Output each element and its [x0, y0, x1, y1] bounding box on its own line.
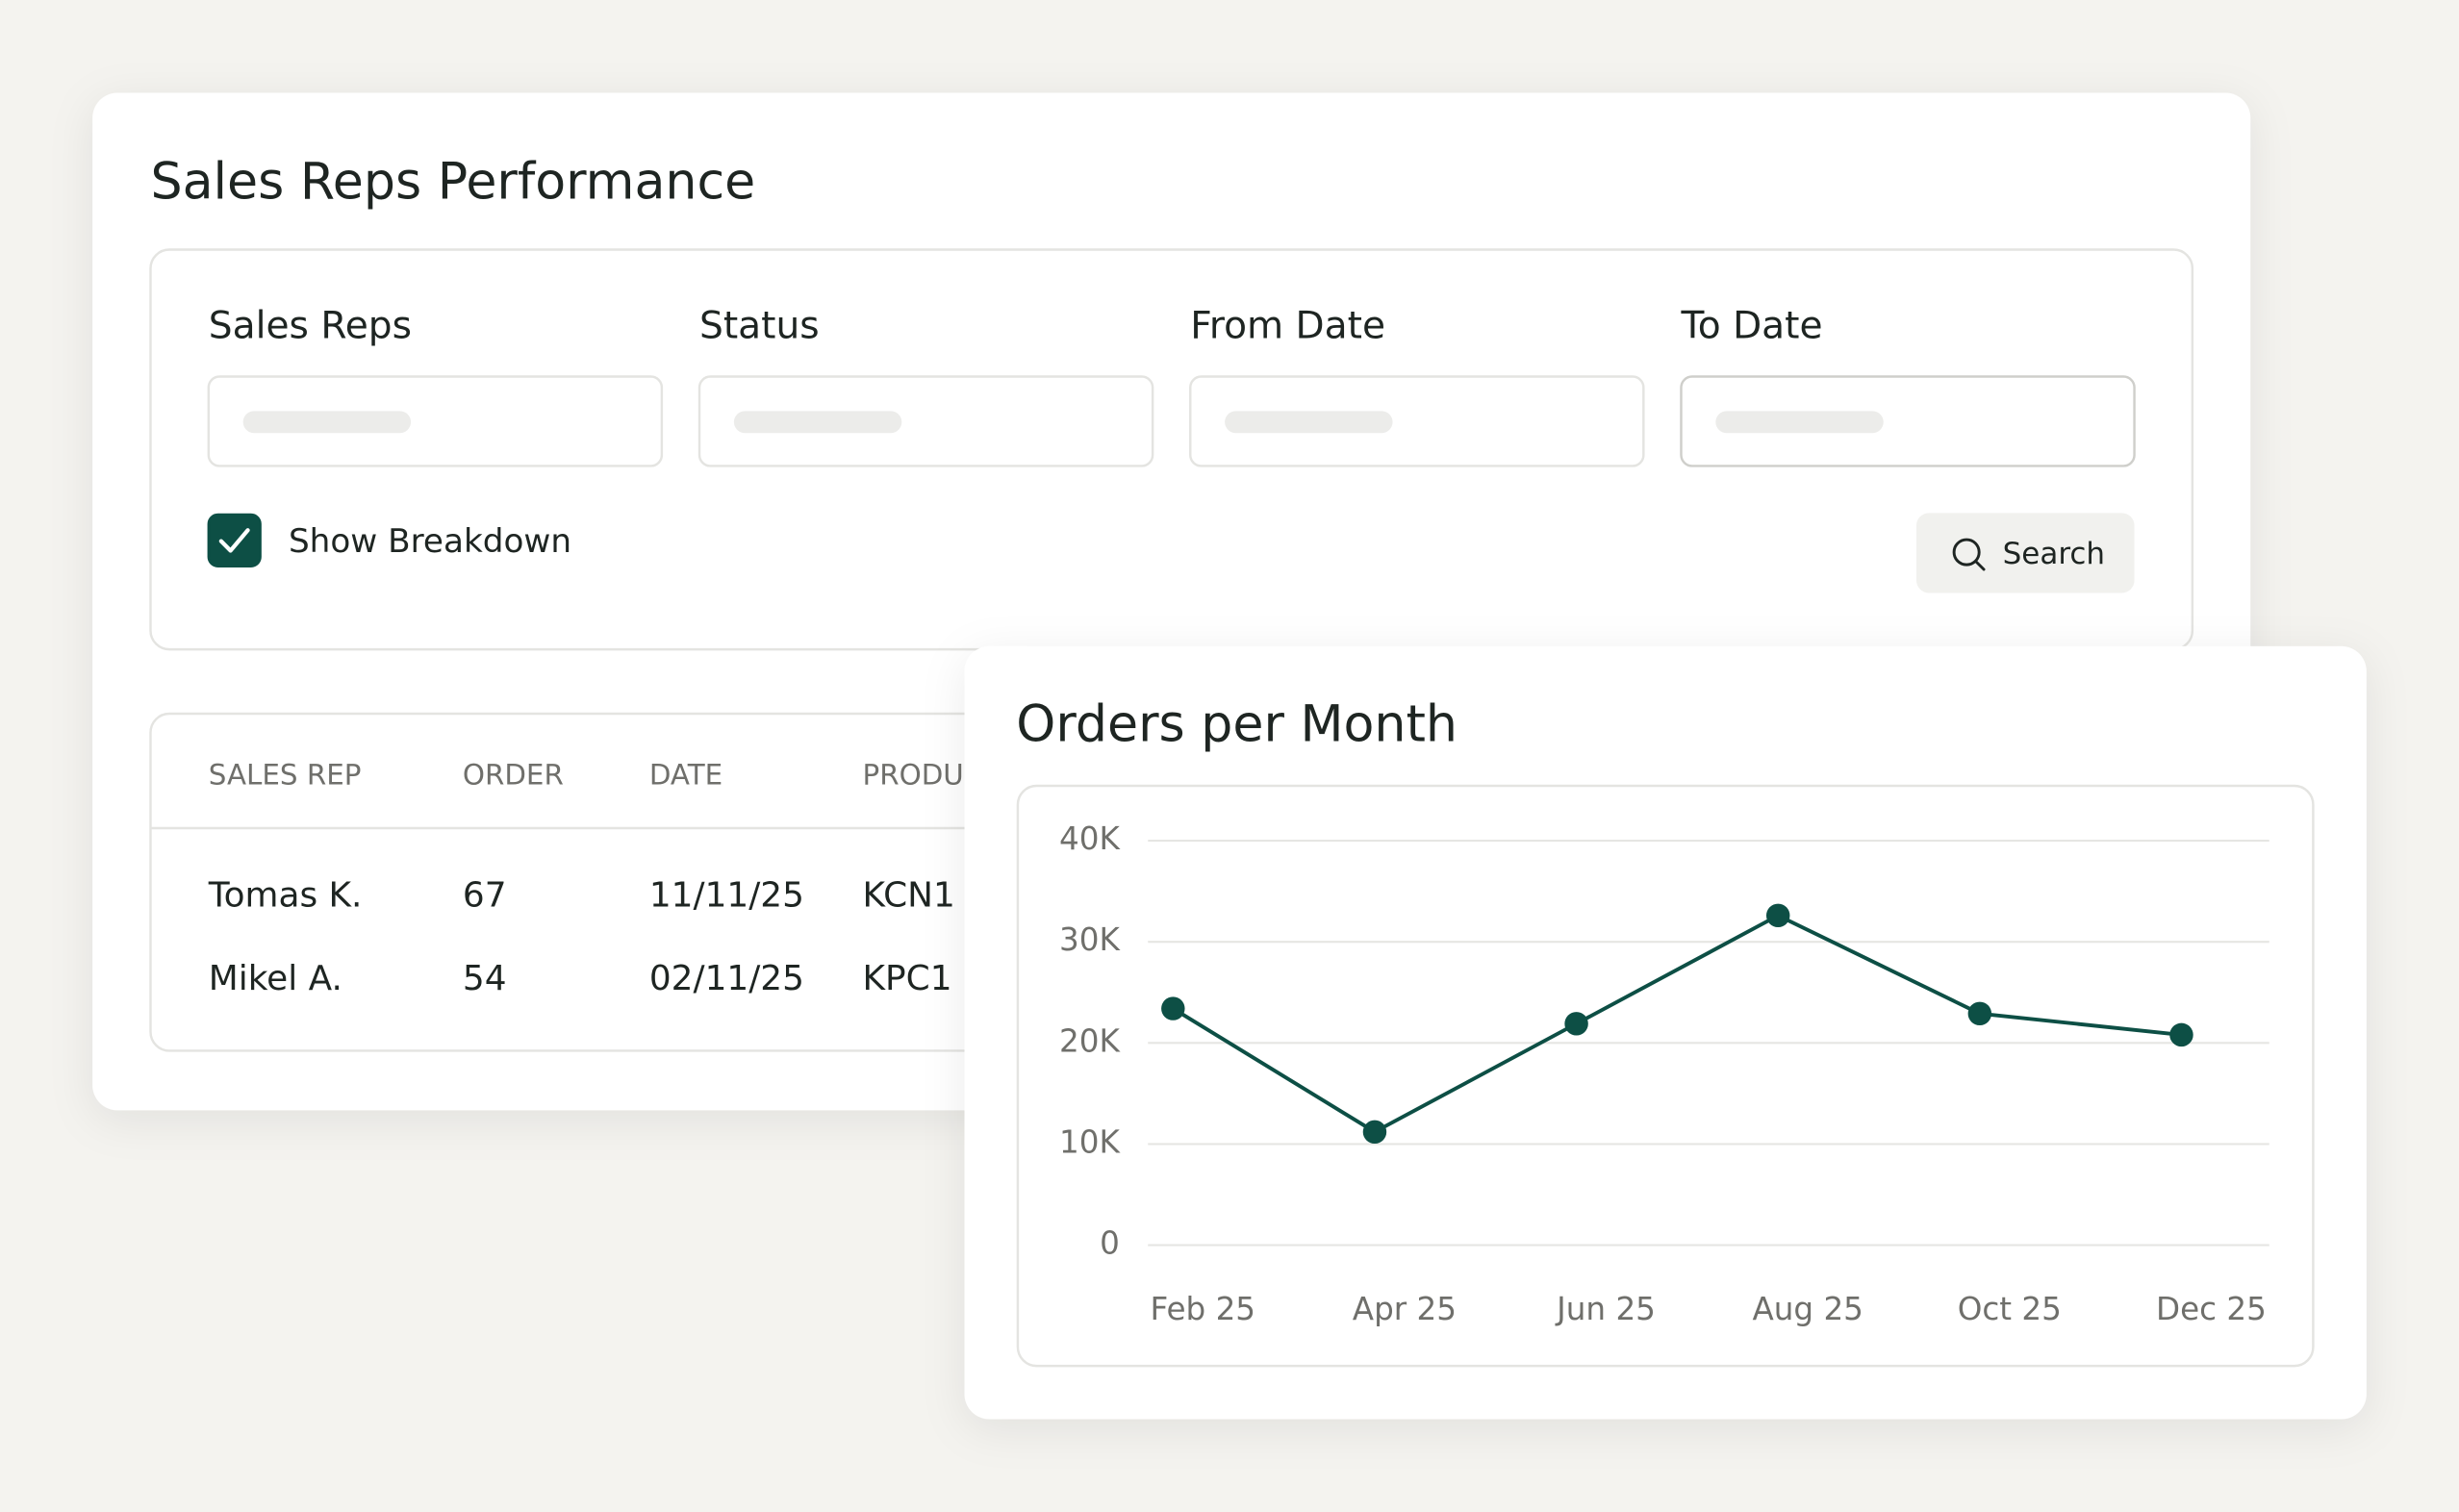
checkmark [218, 528, 250, 553]
placeholder [1225, 411, 1393, 434]
filter-input[interactable] [1680, 375, 2136, 467]
column-header: DATE [649, 759, 722, 792]
table-cell: KPC1 [863, 959, 952, 998]
y-tick-label: 30K [1059, 921, 1121, 958]
chart-title: Orders per Month [1016, 696, 1458, 754]
placeholder [242, 411, 412, 434]
point [1967, 1001, 1992, 1026]
x-tick-label: Jun 25 [1555, 1291, 1656, 1327]
filter-input[interactable] [207, 375, 664, 467]
search-button[interactable] [1915, 513, 2135, 593]
x-tick-label: Aug 25 [1752, 1291, 1863, 1327]
filter-label: Status [699, 304, 820, 347]
placeholder [1715, 411, 1884, 434]
placeholder [733, 411, 902, 434]
column-header: ORDER [463, 759, 564, 792]
point [1161, 996, 1185, 1021]
filter-input[interactable] [697, 375, 1154, 467]
search-icon [1952, 538, 1981, 567]
point [2169, 1022, 2193, 1047]
chart-panel [1016, 784, 2315, 1368]
filter-label: From Date [1190, 304, 1385, 347]
x-tick-label: Oct 25 [1958, 1291, 2062, 1327]
column-header: PRODU [863, 759, 964, 792]
x-tick-label: Feb 25 [1151, 1291, 1256, 1327]
page-title: Sales Reps Performance [150, 154, 755, 212]
y-tick-label: 20K [1059, 1022, 1121, 1059]
table-cell: Mikel A. [209, 959, 342, 998]
filter-label: To Date [1680, 304, 1822, 347]
checkbox[interactable] [207, 513, 262, 567]
table-cell: 02/11/25 [649, 959, 804, 998]
table-cell: 67 [463, 876, 507, 916]
y-tick-label: 10K [1059, 1123, 1121, 1160]
checkbox-label: Show Breakdown [289, 522, 571, 561]
x-tick-label: Apr 25 [1353, 1291, 1457, 1327]
column-header: SALES REP [209, 759, 362, 792]
x-tick-label: Dec 25 [2156, 1291, 2267, 1327]
filter-label: Sales Reps [209, 304, 412, 347]
search-icon [1974, 560, 1986, 571]
table-cell: 54 [463, 959, 507, 998]
table-cell: KCN1 [863, 876, 955, 916]
y-tick-label: 40K [1059, 820, 1121, 857]
y-tick-label: 0 [1100, 1225, 1120, 1262]
point [1564, 1012, 1588, 1036]
filter-input[interactable] [1189, 375, 1645, 467]
point [1765, 903, 1790, 928]
search-label: Search [2003, 537, 2105, 571]
table-cell: Tomas K. [208, 876, 363, 916]
line [1172, 913, 2182, 1134]
table-cell: 11/11/25 [649, 876, 804, 916]
point [1362, 1120, 1387, 1145]
